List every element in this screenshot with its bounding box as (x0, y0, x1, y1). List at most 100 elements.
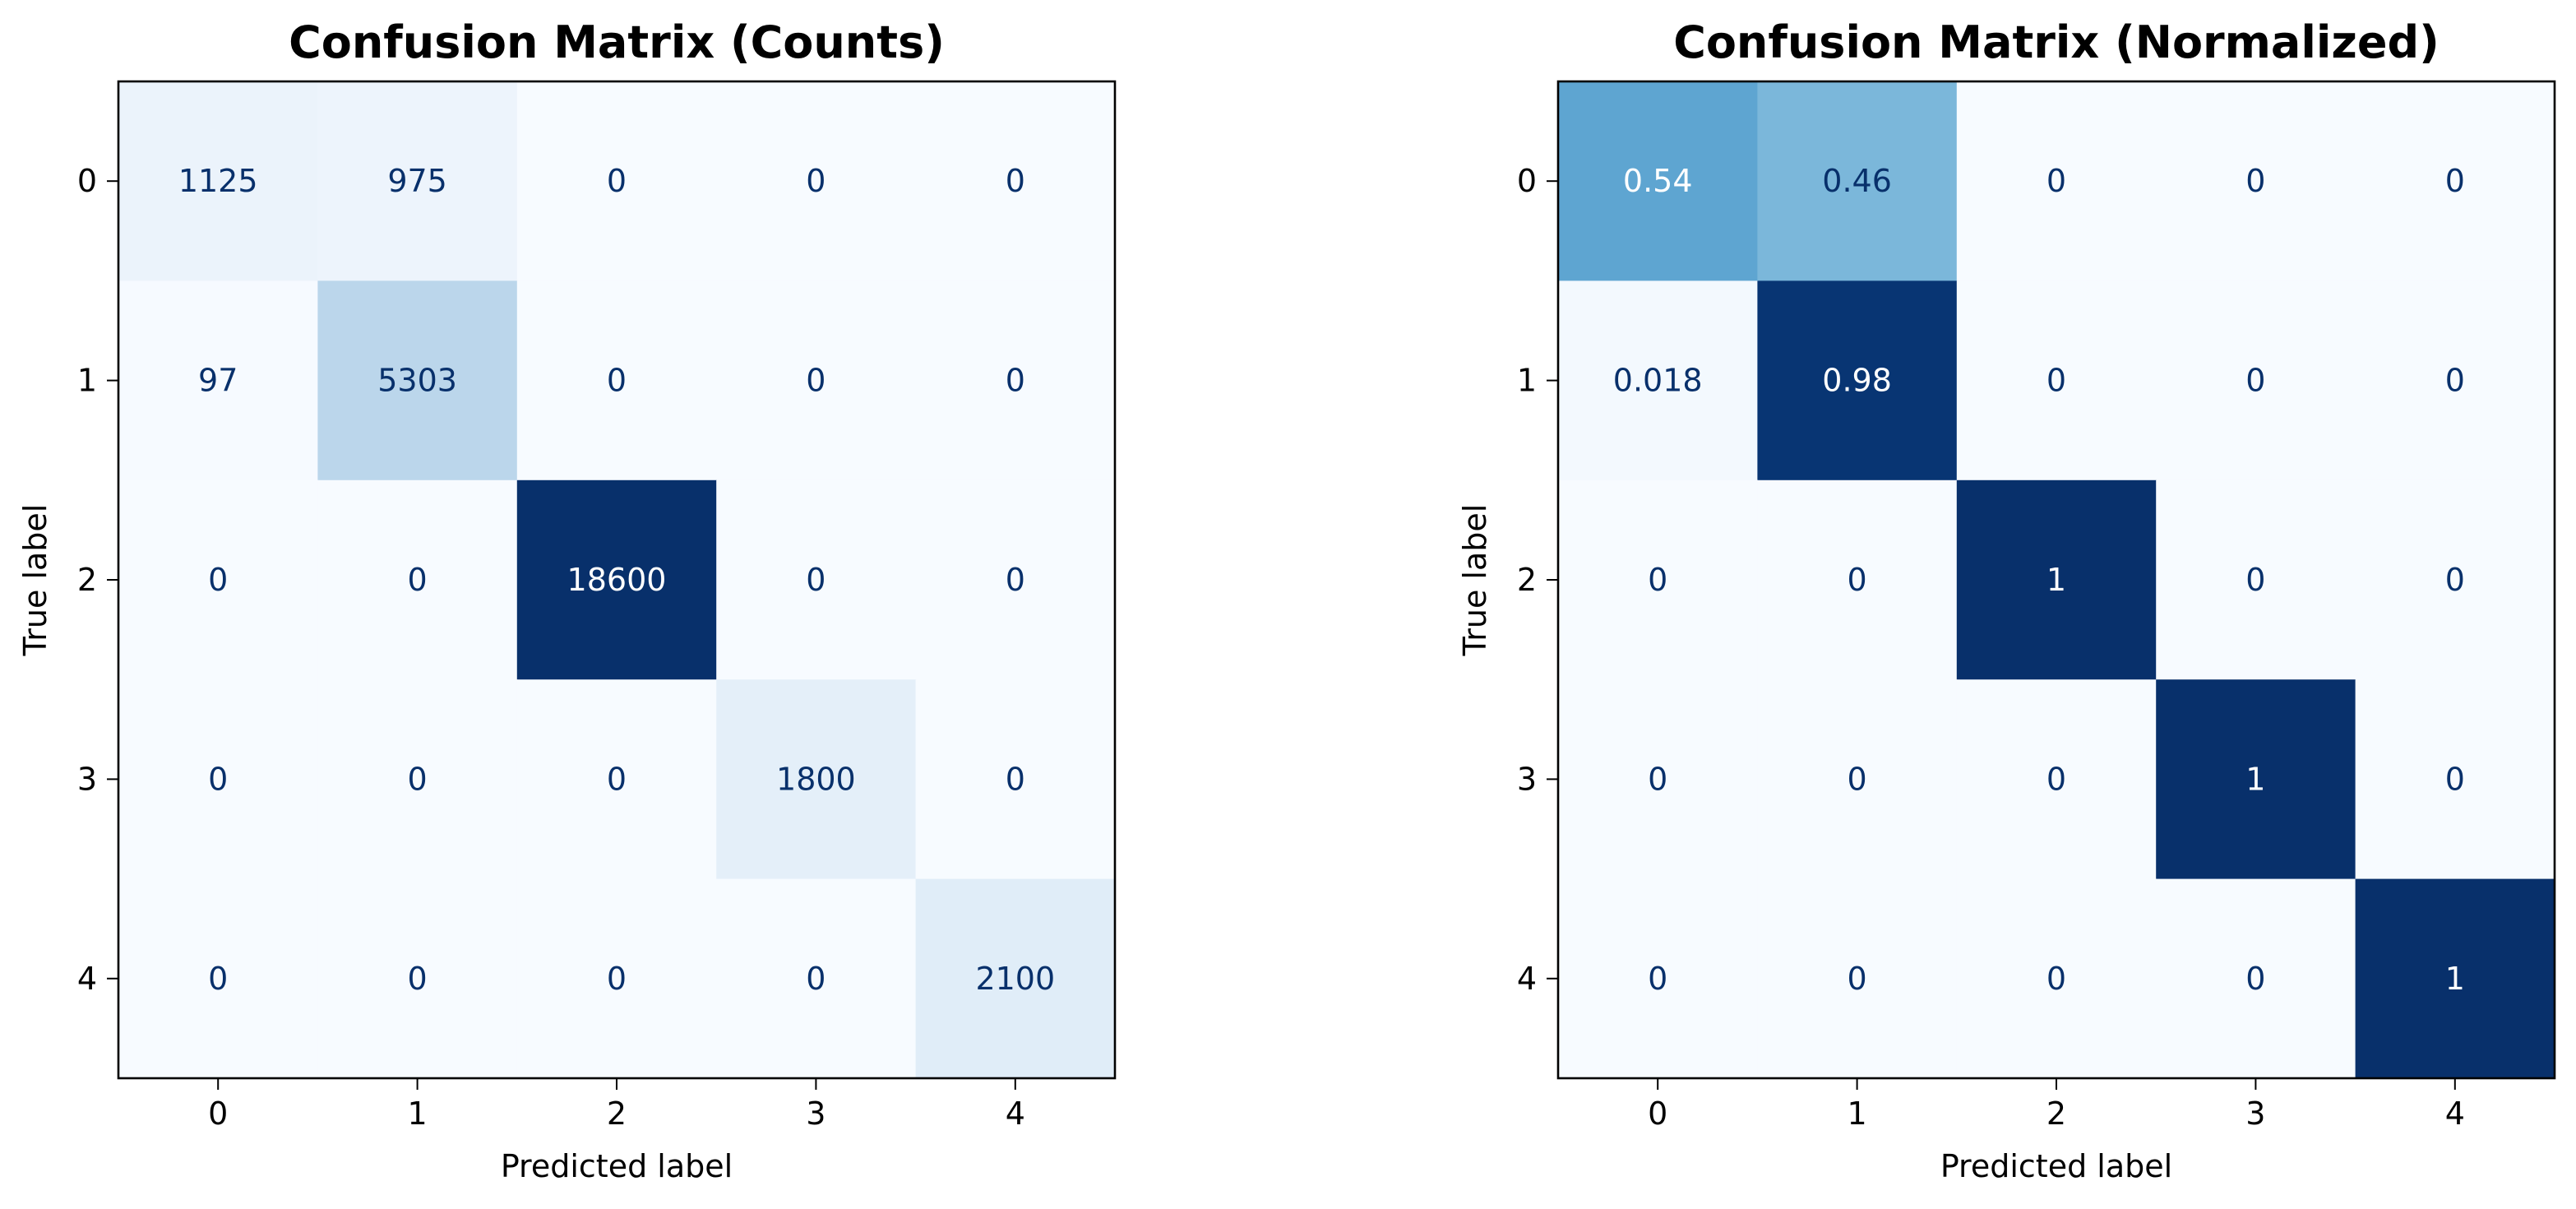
heatmap-cell (2355, 479, 2555, 680)
cell-value-label: 0.98 (1822, 363, 1892, 399)
heatmap-cell (1956, 280, 2157, 481)
x-axis-label: Predicted label (1940, 1148, 2172, 1184)
cell-value-label: 1125 (178, 163, 258, 199)
heatmap-cell (1956, 479, 2157, 680)
cell-value-label: 0.46 (1822, 163, 1892, 199)
heatmap-cell (516, 679, 717, 880)
cell-value-label: 0 (607, 363, 627, 399)
heatmap-cell (118, 878, 318, 1079)
y-tick-label: 3 (77, 761, 97, 797)
heatmap-cell (716, 878, 917, 1079)
heatmap-cell (1757, 479, 1958, 680)
cell-value-label: 0 (2046, 961, 2066, 997)
heatmap-cell (1956, 679, 2157, 880)
cell-value-label: 0 (806, 961, 826, 997)
cell-value-label: 0 (208, 562, 228, 598)
x-tick-label: 4 (1006, 1096, 1025, 1132)
heatmap-cell (1956, 81, 2157, 281)
cell-value-label: 0 (1648, 562, 1667, 598)
heatmap-cell (1558, 479, 1758, 680)
heatmap-cell (716, 479, 917, 680)
y-tick-label: 4 (1517, 961, 1537, 997)
heatmap-cell (2156, 280, 2356, 481)
heatmap-cell (716, 280, 917, 481)
y-tick-label: 4 (77, 961, 97, 997)
cell-value-label: 0 (1648, 961, 1667, 997)
heatmap-cell (317, 280, 518, 481)
y-axis-label: True label (17, 504, 53, 657)
cell-value-label: 0 (1848, 961, 1867, 997)
x-tick-label: 2 (2046, 1096, 2066, 1132)
heatmap-cell (1558, 280, 1758, 481)
heatmap-cell (915, 280, 1116, 481)
cell-value-label: 97 (198, 363, 238, 399)
cell-value-label: 1 (2046, 562, 2066, 598)
heatmap-cell (915, 679, 1116, 880)
cell-value-label: 0 (2445, 363, 2465, 399)
cell-value-label: 0 (2245, 562, 2265, 598)
cell-value-label: 0 (2046, 761, 2066, 797)
heatmap-cell (1558, 679, 1758, 880)
y-tick-label: 1 (77, 363, 97, 399)
y-tick-label: 2 (1517, 562, 1537, 598)
chart-title: Confusion Matrix (Normalized) (1673, 16, 2440, 68)
heatmap-cell (1558, 81, 1758, 281)
cell-value-label: 1 (2245, 761, 2265, 797)
cell-value-label: 0 (208, 961, 228, 997)
heatmap-cell (2156, 679, 2356, 880)
cell-value-label: 0 (1006, 761, 1025, 797)
y-tick-label: 2 (77, 562, 97, 598)
cell-value-label: 0 (806, 562, 826, 598)
x-tick-label: 0 (1648, 1096, 1667, 1132)
y-tick-label: 1 (1517, 363, 1537, 399)
heatmap-cell (915, 479, 1116, 680)
heatmap-cell (317, 479, 518, 680)
heatmap-cell (2355, 81, 2555, 281)
cell-value-label: 0 (408, 562, 428, 598)
heatmap-cell (118, 679, 318, 880)
cell-value-label: 0 (2445, 562, 2465, 598)
heatmap-cell (516, 878, 717, 1079)
heatmap-cell (716, 81, 917, 281)
y-axis-label: True label (1457, 504, 1493, 657)
x-tick-label: 1 (1848, 1096, 1867, 1132)
cell-value-label: 0 (2046, 163, 2066, 199)
x-tick-label: 3 (2245, 1096, 2265, 1132)
heatmap-cell (516, 81, 717, 281)
chart-title: Confusion Matrix (Counts) (289, 16, 945, 68)
heatmap-cell (1956, 878, 2157, 1079)
cell-value-label: 0 (1006, 562, 1025, 598)
x-tick-label: 1 (408, 1096, 428, 1132)
cell-value-label: 0 (1006, 163, 1025, 199)
heatmap-cell (118, 81, 318, 281)
cell-value-label: 0 (2245, 163, 2265, 199)
heatmap-cell (118, 280, 318, 481)
chart-panel-0: 1125 975 0 0 0 97 5303 0 0 0 0 0 18600 0 0 0 0 0 1800 0 0 0 0 0… (17, 16, 1117, 1184)
heatmap-cell (317, 679, 518, 880)
heatmap-cell (516, 280, 717, 481)
cell-value-label: 0 (2445, 163, 2465, 199)
heatmap-cell (2355, 878, 2555, 1079)
heatmap-cell (2355, 679, 2555, 880)
cell-value-label: 0 (1848, 562, 1867, 598)
heatmap-cell (1757, 679, 1958, 880)
cell-value-label: 18600 (567, 562, 667, 598)
cell-value-label: 2100 (975, 961, 1055, 997)
cell-value-label: 0.54 (1623, 163, 1693, 199)
heatmap-cell (516, 479, 717, 680)
heatmap-cell (1558, 878, 1758, 1079)
cell-value-label: 0 (408, 961, 428, 997)
cell-value-label: 0 (208, 761, 228, 797)
chart-panel-1: 0.54 0.46 0 0 0 0.018 0.98 0 0 0 0 0 1 0 0 0 0 0 1 0 0 0 0 0 1 0 1… (1457, 16, 2556, 1184)
x-tick-label: 0 (208, 1096, 228, 1132)
cell-value-label: 1800 (776, 761, 856, 797)
heatmap-cell (915, 878, 1116, 1079)
cell-value-label: 0 (2046, 363, 2066, 399)
cell-value-label: 0 (2245, 363, 2265, 399)
heatmap-cell (1757, 878, 1958, 1079)
cell-value-label: 975 (387, 163, 447, 199)
cell-value-label: 0 (806, 163, 826, 199)
cell-value-label: 1 (2445, 961, 2465, 997)
heatmap-cell (716, 679, 917, 880)
heatmap-cell (2355, 280, 2555, 481)
